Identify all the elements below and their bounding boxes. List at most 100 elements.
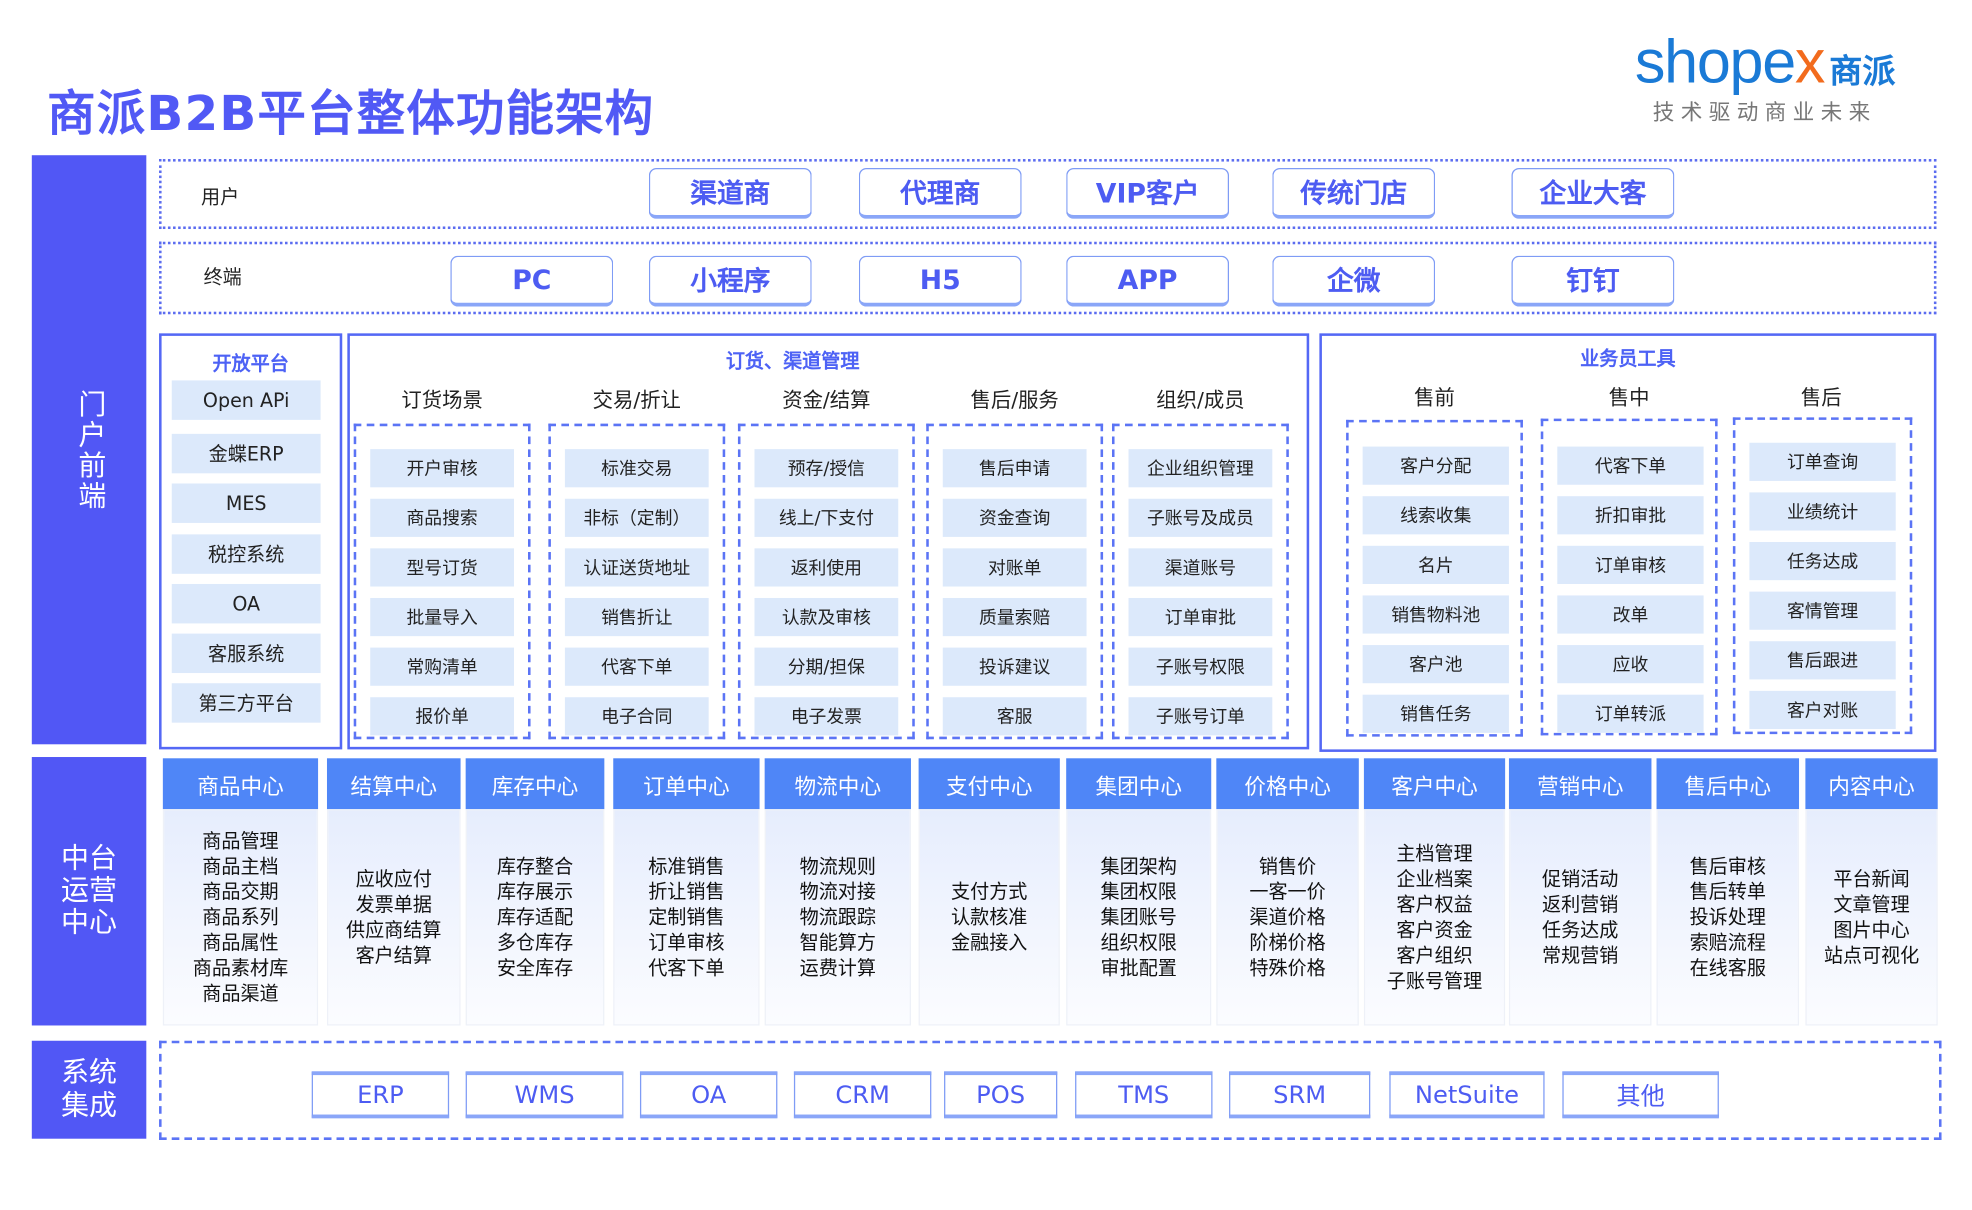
ordering-item[interactable]: 型号订货 [370, 548, 515, 587]
ordering-item[interactable]: 认证送货地址 [564, 548, 709, 587]
ordering-item[interactable]: 资金查询 [942, 498, 1087, 537]
sales-tool-item[interactable]: 代客下单 [1557, 446, 1704, 485]
open-platform-item[interactable]: 税控系统 [171, 534, 321, 574]
sales-tool-item[interactable]: 订单转派 [1557, 694, 1704, 733]
open-platform-item[interactable]: OA [171, 583, 321, 624]
open-platform-item[interactable]: 第三方平台 [171, 683, 321, 723]
ordering-item[interactable]: 电子发票 [754, 697, 899, 736]
logo-word: shopex [1634, 29, 1826, 97]
center-header[interactable]: 库存中心 [465, 758, 605, 810]
sales-tool-item[interactable]: 线索收集 [1362, 496, 1509, 535]
terminal-button[interactable]: PC [450, 255, 614, 307]
center-header[interactable]: 商品中心 [162, 758, 319, 810]
sales-tool-item[interactable]: 订单审核 [1557, 545, 1704, 584]
integration-button[interactable]: TMS [1075, 1071, 1213, 1119]
ordering-item[interactable]: 子账号及成员 [1128, 498, 1273, 537]
center-item: 安全库存 [496, 956, 574, 980]
ordering-item[interactable]: 商品搜索 [370, 498, 515, 537]
ordering-item[interactable]: 子账号订单 [1128, 697, 1273, 736]
integration-button[interactable]: NetSuite [1389, 1071, 1545, 1119]
terminal-button[interactable]: 企微 [1272, 255, 1436, 307]
sales-tool-item[interactable]: 客情管理 [1749, 591, 1896, 630]
ordering-item[interactable]: 开户审核 [370, 449, 515, 488]
terminal-button[interactable]: APP [1066, 255, 1230, 307]
center-item: 客户组织 [1396, 944, 1473, 967]
integration-button[interactable]: WMS [465, 1071, 624, 1119]
center-item: 发票单据 [355, 893, 432, 917]
logo-word-a: shope [1634, 29, 1796, 97]
ordering-item[interactable]: 投诉建议 [942, 647, 1087, 686]
sales-tool-item[interactable]: 应收 [1557, 645, 1704, 684]
center-header[interactable]: 集团中心 [1066, 758, 1212, 810]
user-type-button[interactable]: 代理商 [858, 167, 1022, 219]
center-header[interactable]: 价格中心 [1216, 758, 1359, 810]
open-platform-item[interactable]: 金蝶ERP [171, 433, 321, 474]
open-platform-item[interactable]: 客服系统 [171, 633, 321, 674]
open-platform-item[interactable]: MES [171, 483, 321, 523]
user-type-button[interactable]: VIP客户 [1066, 167, 1230, 219]
sales-tool-item[interactable]: 业绩统计 [1749, 492, 1896, 531]
center-header[interactable]: 客户中心 [1363, 758, 1506, 810]
ordering-item[interactable]: 标准交易 [564, 449, 709, 488]
sales-tool-item[interactable]: 任务达成 [1749, 541, 1896, 581]
center-item: 客户结算 [355, 944, 432, 967]
ordering-item[interactable]: 返利使用 [754, 548, 899, 587]
ordering-item[interactable]: 批量导入 [370, 597, 515, 637]
sales-tool-item[interactable]: 名片 [1362, 545, 1509, 584]
sales-tool-item[interactable]: 折扣审批 [1557, 496, 1704, 535]
integration-button[interactable]: OA [639, 1071, 778, 1119]
center-header[interactable]: 营销中心 [1508, 758, 1652, 810]
ordering-item[interactable]: 销售折让 [564, 597, 709, 637]
ordering-item[interactable]: 对账单 [942, 548, 1087, 587]
ordering-item[interactable]: 企业组织管理 [1128, 449, 1273, 488]
center-header[interactable]: 售后中心 [1656, 758, 1800, 810]
center-header[interactable]: 物流中心 [764, 758, 911, 810]
ordering-item[interactable]: 预存/授信 [754, 449, 899, 488]
sales-tool-item[interactable]: 客户对账 [1749, 690, 1896, 730]
ordering-item[interactable]: 渠道账号 [1128, 548, 1273, 587]
terminal-button[interactable]: H5 [858, 255, 1022, 307]
center-body: 标准销售 折让销售 定制销售 订单审核 代客下单 [613, 809, 760, 1026]
center-items: 销售价 一客一价 渠道价格 阶梯价格 特殊价格 [1249, 854, 1325, 981]
center-header[interactable]: 订单中心 [613, 758, 760, 810]
ordering-item[interactable]: 分期/担保 [754, 647, 899, 686]
integration-button[interactable]: CRM [793, 1071, 932, 1119]
ordering-item[interactable]: 订单审批 [1128, 597, 1273, 637]
integration-row [159, 1040, 1942, 1140]
center-item: 客户权益 [1396, 893, 1473, 917]
sales-tool-item[interactable]: 客户池 [1362, 645, 1509, 684]
ordering-item[interactable]: 代客下单 [564, 647, 709, 686]
ordering-item[interactable]: 非标（定制） [564, 498, 709, 537]
sales-tool-item[interactable]: 订单查询 [1749, 442, 1896, 481]
ordering-item[interactable]: 认款及审核 [754, 597, 899, 637]
ordering-item[interactable]: 子账号权限 [1128, 647, 1273, 686]
user-type-button[interactable]: 传统门店 [1272, 167, 1436, 219]
sales-tool-item[interactable]: 销售物料池 [1362, 595, 1509, 634]
ordering-item[interactable]: 质量索赔 [942, 597, 1087, 637]
ordering-title: 订货、渠道管理 [725, 349, 860, 373]
sales-tool-item[interactable]: 改单 [1557, 595, 1704, 634]
terminal-button[interactable]: 小程序 [648, 255, 812, 307]
ordering-item[interactable]: 线上/下支付 [754, 498, 899, 537]
sales-tool-item[interactable]: 客户分配 [1362, 446, 1509, 485]
ordering-item[interactable]: 报价单 [370, 697, 515, 736]
ordering-item[interactable]: 售后申请 [942, 449, 1087, 488]
user-type-button[interactable]: 渠道商 [648, 167, 812, 219]
user-type-button[interactable]: 企业大客 [1511, 167, 1675, 219]
sales-tool-item[interactable]: 销售任务 [1362, 694, 1509, 733]
center-items: 商品管理 商品主档 商品交期 商品系列 商品属性 商品素材库 商品渠道 [193, 828, 288, 1006]
integration-button[interactable]: SRM [1229, 1071, 1371, 1119]
integration-button[interactable]: POS [944, 1071, 1058, 1119]
ordering-item[interactable]: 常购清单 [370, 647, 515, 686]
sales-tool-item[interactable]: 售后跟进 [1749, 641, 1896, 680]
center-header[interactable]: 内容中心 [1805, 758, 1938, 810]
terminal-button[interactable]: 钉钉 [1511, 255, 1675, 307]
ordering-item[interactable]: 电子合同 [564, 697, 709, 736]
center-header[interactable]: 结算中心 [326, 758, 461, 810]
side-portal: 门户前端 [31, 155, 147, 745]
center-header[interactable]: 支付中心 [918, 758, 1060, 810]
open-platform-item[interactable]: Open APi [171, 380, 321, 420]
integration-button[interactable]: ERP [311, 1071, 450, 1119]
ordering-item[interactable]: 客服 [942, 697, 1087, 736]
integration-button[interactable]: 其他 [1562, 1071, 1719, 1119]
